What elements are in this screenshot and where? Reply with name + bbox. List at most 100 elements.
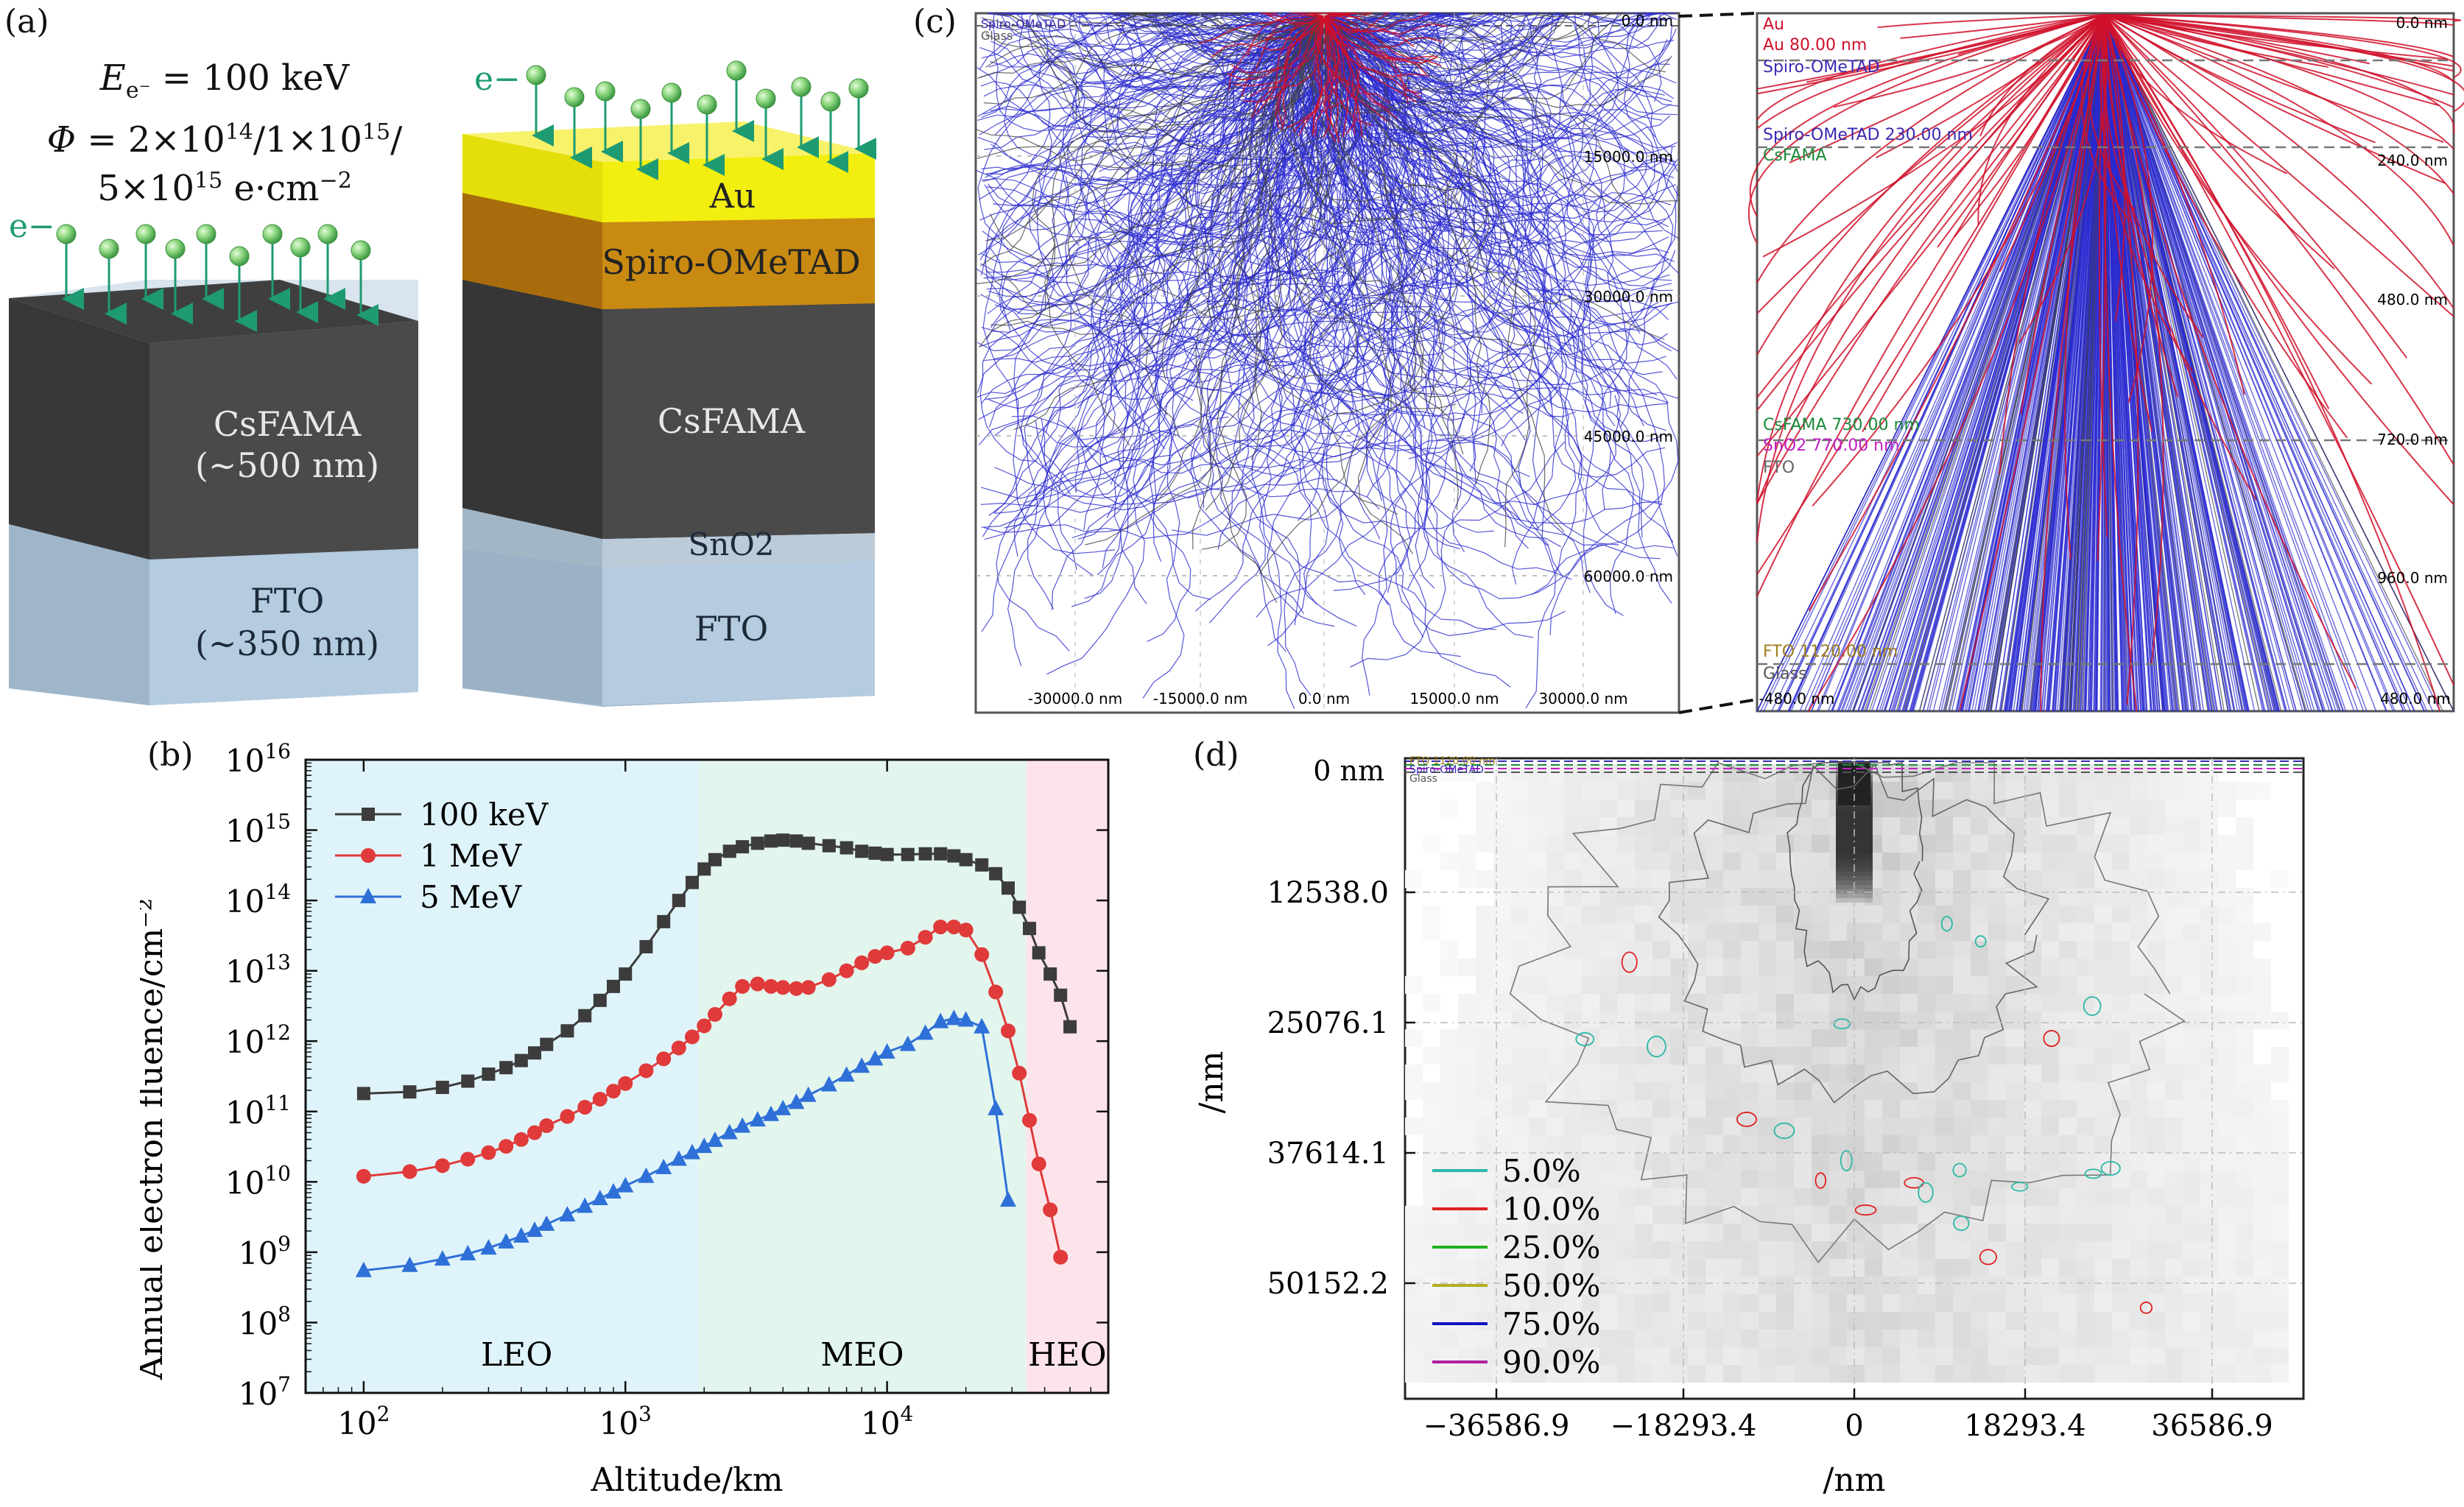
data-point xyxy=(764,834,778,848)
data-point xyxy=(1063,1020,1077,1034)
data-point xyxy=(820,1076,837,1092)
data-point xyxy=(736,840,750,854)
trajectory-lines-zoom xyxy=(1748,14,2464,712)
data-point xyxy=(989,867,1003,880)
layer-label-zoom: Au 80.00 nm xyxy=(1763,36,1867,54)
data-point xyxy=(933,920,948,935)
data-point xyxy=(855,844,869,858)
data-point xyxy=(618,1076,633,1091)
data-point xyxy=(461,1074,475,1088)
y-tick-label: 1016 xyxy=(225,739,291,779)
data-point xyxy=(946,920,962,935)
contour-legend-label: 25.0% xyxy=(1502,1229,1600,1266)
data-point xyxy=(697,862,711,876)
layer-label-zoom: CsFAMA 730.00 nm xyxy=(1763,416,1920,434)
y-tick-label: 107 xyxy=(239,1372,291,1412)
data-point xyxy=(947,849,961,863)
device-layer-sno2: SnO2 xyxy=(689,526,775,562)
data-point xyxy=(957,1011,974,1027)
electron-device-7 xyxy=(756,88,784,170)
electron-device-10 xyxy=(848,78,876,160)
film-stack xyxy=(9,280,418,705)
electron-balls-film xyxy=(56,224,379,332)
x-position-label: -15000.0 nm xyxy=(1153,690,1247,707)
data-point xyxy=(789,981,804,996)
data-point xyxy=(750,976,765,992)
film-layer-csfama-thickness: (~500 nm) xyxy=(195,445,379,485)
data-point xyxy=(800,980,816,995)
data-point xyxy=(481,1145,496,1160)
data-point xyxy=(1022,1112,1038,1128)
electron-balls-device xyxy=(526,60,876,180)
electron-film-3 xyxy=(165,239,193,325)
data-point xyxy=(999,1191,1016,1207)
data-point xyxy=(788,1093,805,1109)
trajectory-axis-labels-full: 0.0 nm 15000.0 nm 30000.0 nm 45000.0 nm 6000… xyxy=(976,12,1679,713)
contour-x-tick: −18293.4 xyxy=(1611,1409,1757,1443)
legend-marker xyxy=(361,848,376,863)
data-point xyxy=(946,1009,962,1026)
depth-label-zoom: 0.0 nm xyxy=(2396,14,2448,32)
contour-layer-label: Spiro-OMeTAD xyxy=(1409,764,1484,776)
contour-x-tick: 18293.4 xyxy=(1964,1409,2085,1443)
fluence-chart: LEO MEO HEO 107108109101010111012101310141… xyxy=(140,739,1110,1499)
region-leo xyxy=(306,760,699,1393)
data-point xyxy=(959,853,973,867)
data-point xyxy=(706,1131,723,1147)
data-point xyxy=(499,1061,513,1075)
data-point xyxy=(762,1105,779,1121)
y-tick-label: 1011 xyxy=(225,1091,291,1131)
data-point xyxy=(776,833,790,847)
data-point xyxy=(605,1182,622,1199)
depth-label: 0.0 nm xyxy=(1622,12,1673,29)
data-point xyxy=(560,1024,574,1038)
electron-film-2 xyxy=(135,224,163,310)
data-point xyxy=(592,1091,608,1107)
data-point xyxy=(657,914,671,928)
film-layer-fto-thickness: (~350 nm) xyxy=(195,624,379,663)
panel-c-label: (c) xyxy=(913,3,957,40)
layer-label-zoom: FTO 1120.00 nm xyxy=(1763,643,1898,661)
x-position-label: 0.0 nm xyxy=(1298,690,1350,707)
depth-label: 60000.0 nm xyxy=(1584,568,1673,585)
depth-label-zoom: 720.0 nm xyxy=(2377,431,2448,448)
data-point xyxy=(638,1063,654,1079)
data-point xyxy=(789,834,803,848)
data-point xyxy=(775,980,791,995)
data-point xyxy=(1001,881,1015,895)
orbit-regions: LEO MEO HEO xyxy=(306,760,1108,1393)
contour-x-tick: 0 xyxy=(1845,1409,1863,1443)
electron-film-8 xyxy=(317,224,345,310)
data-point xyxy=(460,1151,476,1167)
panel-a-label: (a) xyxy=(4,3,49,40)
electron-device-4 xyxy=(661,82,689,164)
data-point xyxy=(526,1221,543,1238)
electron-film-7 xyxy=(290,237,318,323)
data-point xyxy=(356,1168,371,1184)
x-tick-label: 103 xyxy=(599,1402,652,1441)
data-point xyxy=(901,847,915,861)
contour-y-tick: 12538.0 xyxy=(1267,876,1389,910)
data-point xyxy=(355,1261,372,1277)
contour-layer-label: Glass xyxy=(1409,773,1437,785)
region-label-leo: LEO xyxy=(481,1336,552,1374)
trajectory-lines-full xyxy=(976,13,1680,709)
chart-xlabel: Altitude/km xyxy=(590,1461,783,1499)
legend-marker xyxy=(362,808,375,821)
x-position-label: 15000.0 nm xyxy=(1409,690,1499,707)
data-point xyxy=(435,1081,449,1095)
data-point xyxy=(988,1099,1004,1115)
data-point xyxy=(656,1051,672,1067)
data-point xyxy=(527,1046,541,1060)
data-point xyxy=(685,875,699,889)
data-point xyxy=(899,1035,916,1051)
electron-device-1 xyxy=(564,87,592,169)
electron-film-9 xyxy=(351,240,379,326)
x-position-label: 30000.0 nm xyxy=(1538,690,1627,707)
contour-top-label: 0 nm xyxy=(1313,755,1384,787)
x-position-label: -30000.0 nm xyxy=(1028,690,1122,707)
data-point xyxy=(482,1067,496,1081)
data-point xyxy=(867,949,883,964)
data-point xyxy=(697,1018,712,1034)
